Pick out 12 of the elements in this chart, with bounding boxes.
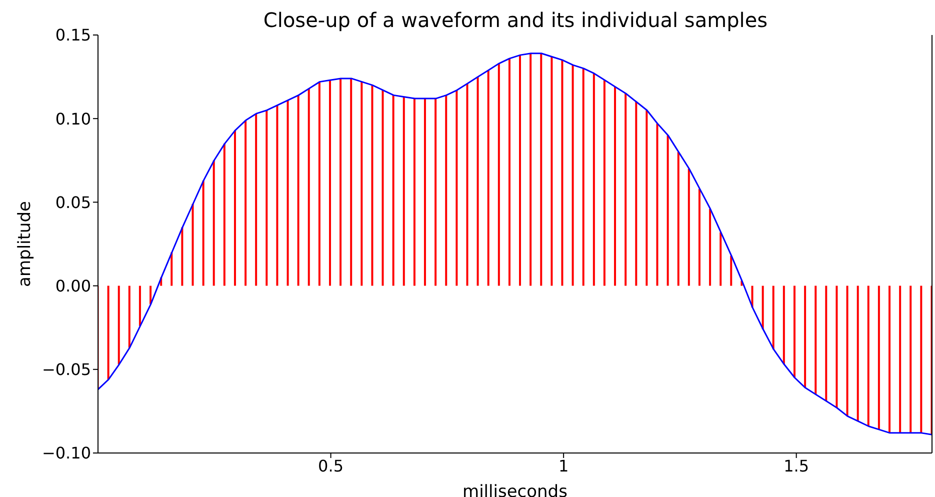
y-axis-title: amplitude <box>15 201 36 287</box>
y-tick-label: 0.10 <box>55 109 91 128</box>
y-tick-label: −0.10 <box>42 444 91 463</box>
chart-title: Close-up of a waveform and its individual samples <box>262 8 769 32</box>
y-tick-label: −0.05 <box>42 360 91 380</box>
x-tick-label: 1 <box>558 456 569 476</box>
y-tick-label: 0.00 <box>55 276 91 296</box>
y-tick-label: 0.15 <box>55 26 91 45</box>
x-axis-title: milliseconds <box>462 482 568 497</box>
x-tick-label: 0.5 <box>318 456 344 476</box>
x-tick-label: 1.5 <box>784 456 810 476</box>
y-tick-label: 0.05 <box>55 192 91 212</box>
